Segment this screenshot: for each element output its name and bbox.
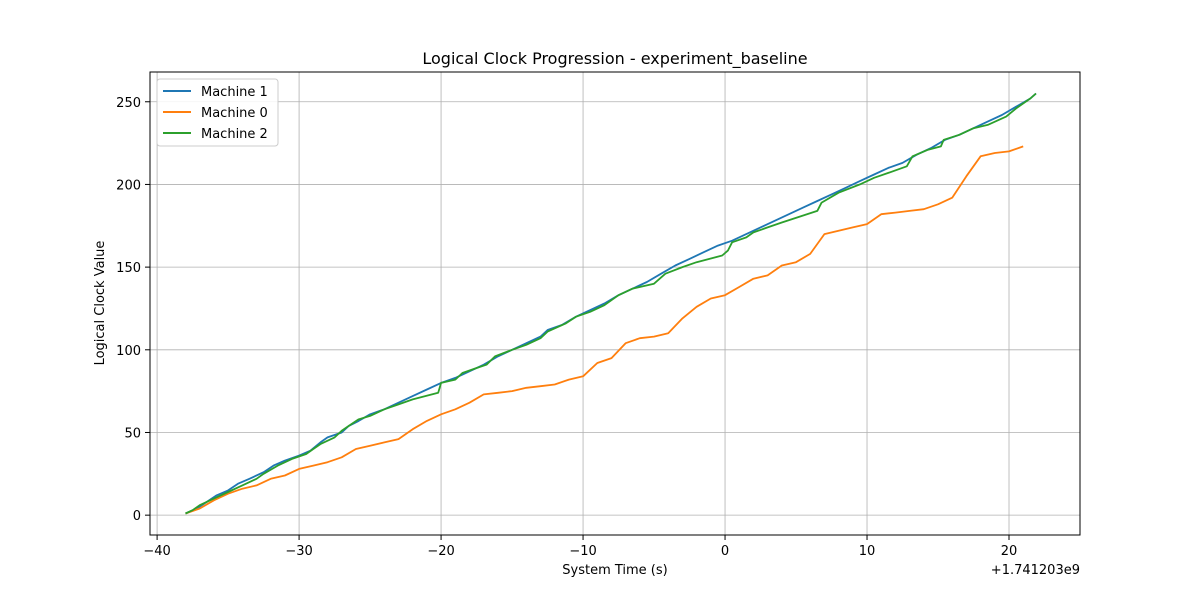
x-tick-label: −10 [569,544,596,559]
legend: Machine 1 Machine 0 Machine 2 [156,78,279,147]
grid-lines [150,72,1080,535]
y-tick-label: 100 [116,344,141,359]
legend-entry: Machine 0 [201,106,268,121]
x-tick-label: −40 [143,544,170,559]
chart-title: Logical Clock Progression - experiment_b… [422,49,807,69]
legend-items: Machine 1 Machine 0 Machine 2 [163,85,268,142]
y-axis-label: Logical Clock Value [93,241,108,366]
y-tick-label: 250 [116,96,141,111]
y-tick-label: 150 [116,261,141,276]
x-axis-label: System Time (s) [562,563,667,578]
x-tick-label: 10 [859,544,876,559]
legend-box [156,78,279,147]
x-tick-label: 0 [721,544,729,559]
y-tick-label: 50 [124,426,141,441]
legend-entry: Machine 1 [201,85,268,100]
y-tick-label: 200 [116,178,141,193]
y-tick-label: 0 [133,509,141,524]
legend-entry: Machine 2 [201,127,268,142]
plot-frame [149,71,1081,536]
x-offset-label: +1.741203e9 [991,563,1080,578]
x-tick-label: −30 [285,544,312,559]
x-tick-label: 20 [1001,544,1018,559]
series-line-machine-2 [185,92,1037,515]
plot-series [185,92,1037,515]
series-line-machine-0 [185,145,1024,515]
x-tick-label: −20 [427,544,454,559]
